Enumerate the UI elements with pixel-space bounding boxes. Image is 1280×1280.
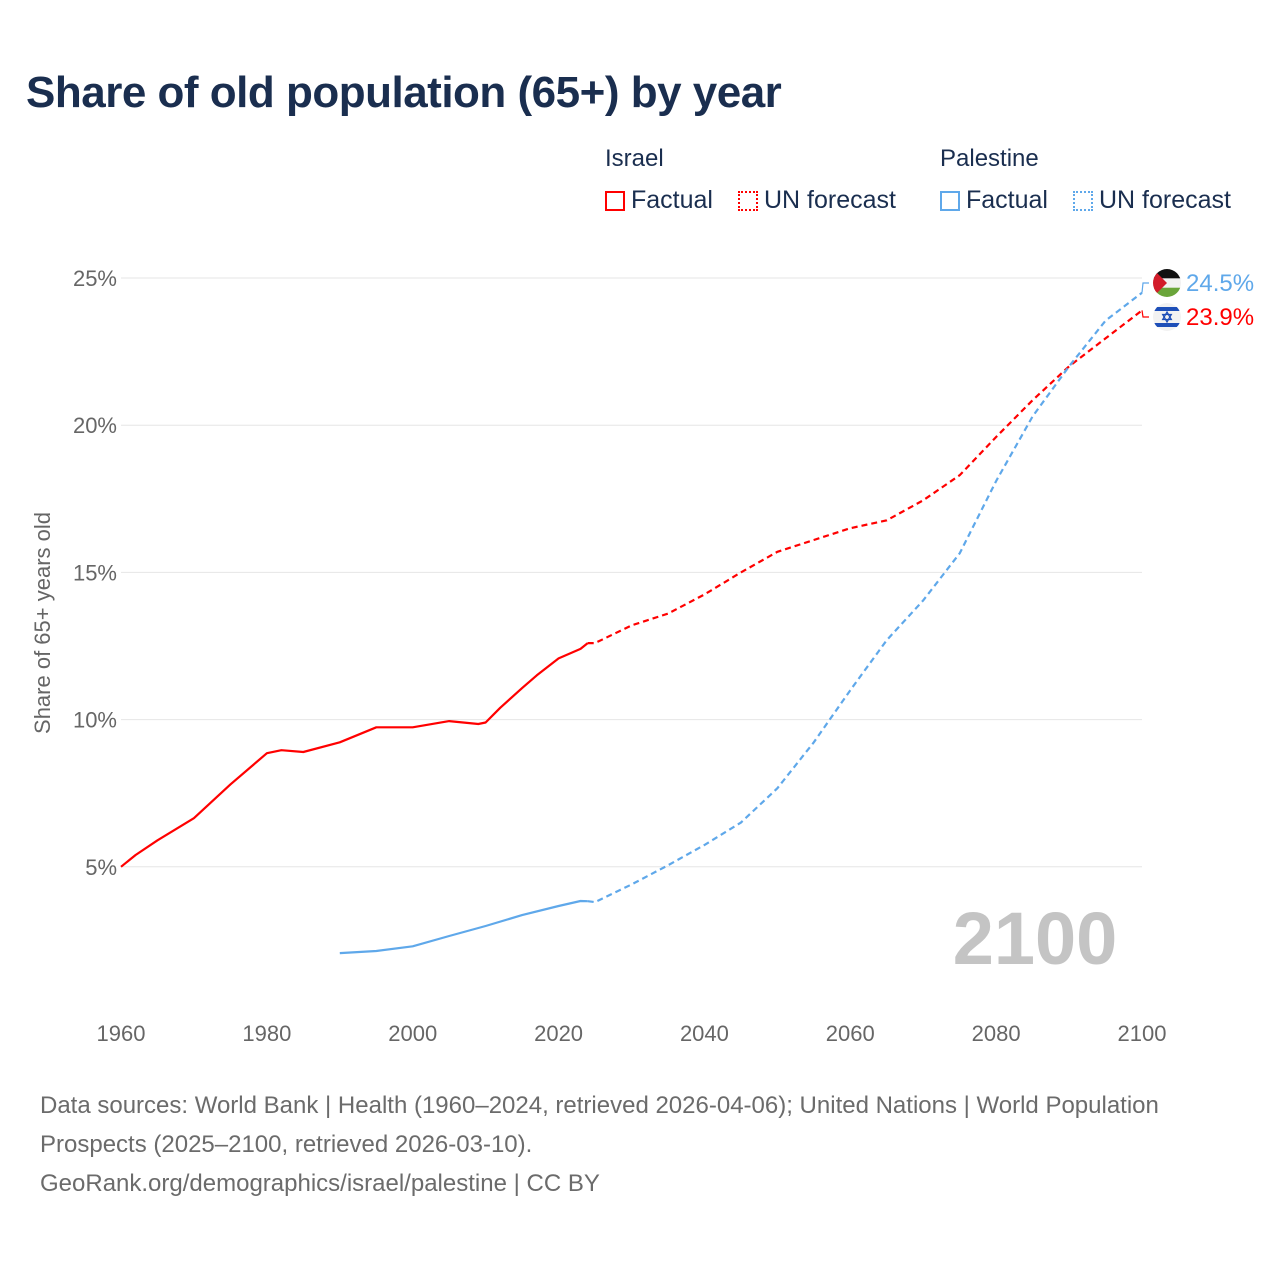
y-tick-label: 25% [73,266,117,291]
legend-israel-heading: Israel [605,145,664,172]
palestine-flag-icon [1153,269,1181,297]
y-tick-label: 15% [73,560,117,585]
legend-label: Factual [966,186,1048,214]
israel-forecast-line [587,309,1143,645]
legend-label: UN forecast [1099,186,1231,214]
palestine-forecast-line [587,291,1143,904]
data-sources: Data sources: World Bank | Health (1960–… [40,1092,1159,1158]
legend-label: UN forecast [764,186,896,214]
palestine-end-value-label: 24.5% [1186,270,1254,297]
x-tick-label: 2020 [534,1021,583,1046]
solid-swatch-icon [605,190,625,211]
legend-israel-factual[interactable]: Factual [605,186,713,215]
year-watermark: 2100 [953,897,1118,980]
palestine-label-connector [1141,282,1149,293]
israel-label-connector [1141,310,1149,318]
x-tick-label: 2080 [972,1021,1021,1046]
y-tick-label: 10% [73,708,117,733]
y-tick-label: 5% [85,855,117,880]
x-tick-label: 2060 [826,1021,875,1046]
x-tick-label: 2100 [1118,1021,1167,1046]
legend-israel-forecast[interactable]: UN forecast [738,186,896,215]
legend-label: Factual [631,186,713,214]
chart-plot: 5% 10% 15% 20% 25% 1960 1980 2000 2020 2040 2060 20… [30,266,1254,1046]
x-tick-label: 1980 [242,1021,291,1046]
legend-palestine-forecast[interactable]: UN forecast [1073,186,1231,215]
legend-palestine-heading: Palestine [940,145,1039,172]
dotted-swatch-icon [738,190,758,211]
footer: Data sources: World Bank | Health (1960–… [40,1086,1160,1203]
x-tick-label: 2040 [680,1021,729,1046]
x-tick-label: 2000 [388,1021,437,1046]
solid-swatch-icon [940,190,960,211]
credit-link[interactable]: GeoRank.org/demographics/israel/palestin… [40,1170,600,1197]
palestine-factual-line [339,899,588,955]
y-axis-title: Share of 65+ years old [30,512,55,734]
legend-palestine-factual[interactable]: Factual [940,186,1048,215]
dotted-swatch-icon [1073,190,1093,211]
y-tick-label: 20% [73,413,117,438]
israel-factual-line [120,642,589,868]
israel-flag-icon [1153,303,1181,331]
chart-title: Share of old population (65+) by year [26,68,782,117]
israel-end-value-label: 23.9% [1186,304,1254,331]
x-tick-label: 1960 [97,1021,146,1046]
